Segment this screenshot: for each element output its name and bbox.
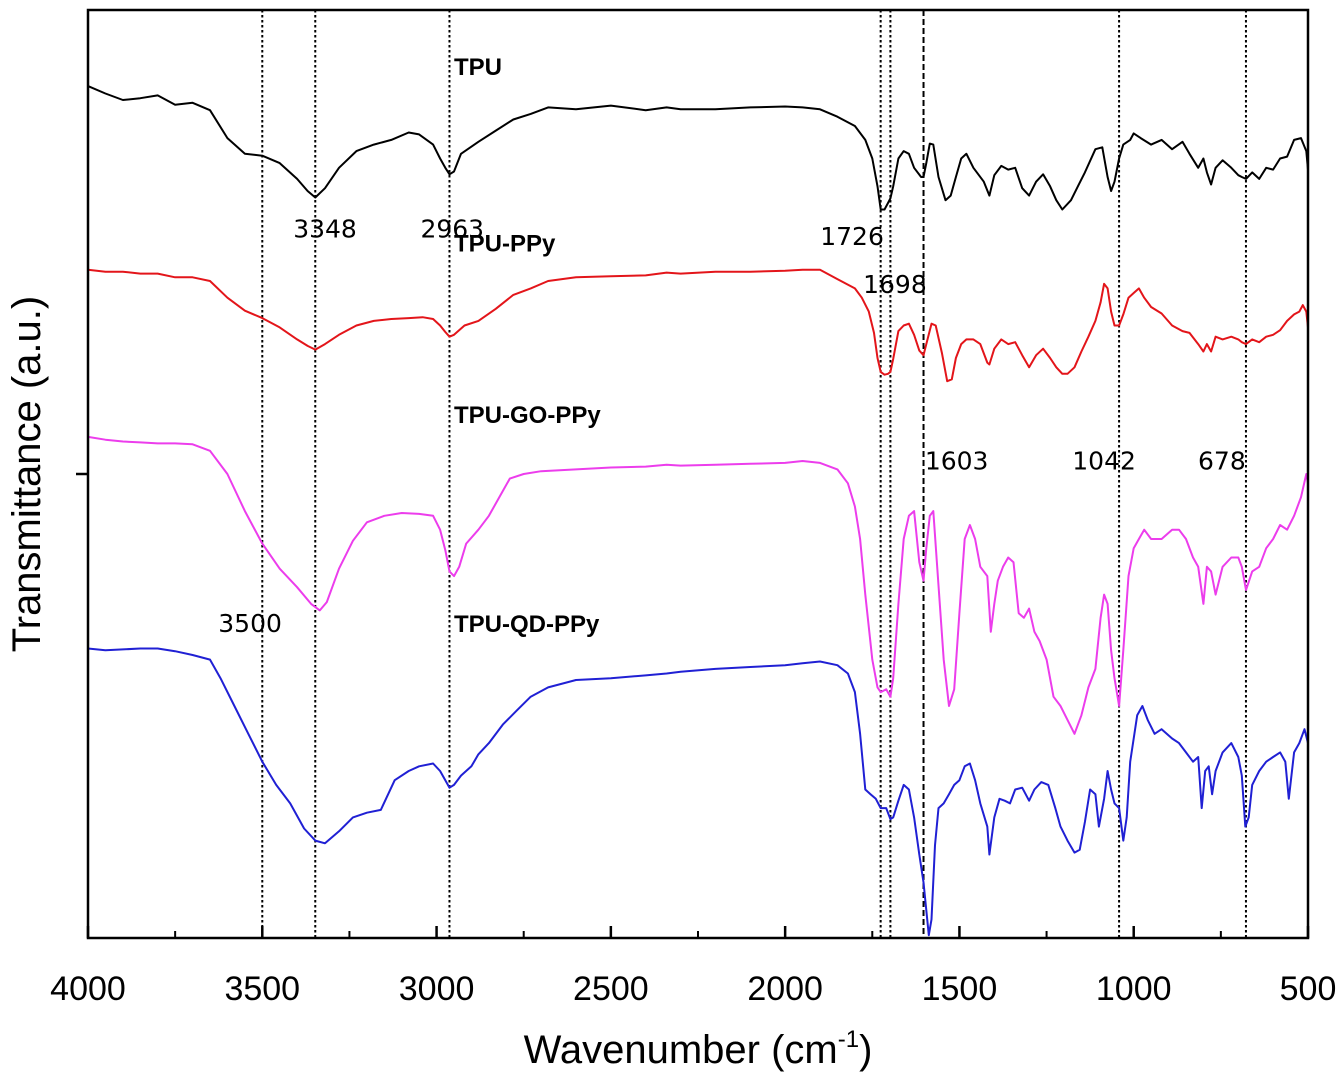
series-layer xyxy=(87,85,1309,937)
series-label-tpu-qd-ppy: TPU-QD-PPy xyxy=(454,611,600,638)
x-tick-label-500: 500 xyxy=(1280,970,1337,1008)
series-line-tpu-go-ppy xyxy=(87,435,1309,735)
peak-label-1726: 1726 xyxy=(820,222,884,251)
peak-label-3500: 3500 xyxy=(218,609,282,638)
y-axis-title: Transmittance (a.u.) xyxy=(5,296,49,652)
series-line-tpu-ppy xyxy=(87,268,1309,383)
series-label-tpu: TPU xyxy=(454,54,502,81)
x-tick-label-4000: 4000 xyxy=(50,970,126,1008)
x-axis-title: Wavenumber (cm-1) xyxy=(524,1026,873,1072)
x-axis-title-close: ) xyxy=(859,1028,872,1072)
label-layer: TPU TPU-PPy TPU-GO-PPy TPU-QD-PPy 3348 2963 17… xyxy=(218,54,1245,638)
peak-label-1603: 1603 xyxy=(925,446,989,475)
peak-label-1042: 1042 xyxy=(1072,446,1136,475)
tick-layer: 4000 3500 3000 2500 2000 1500 1000 500 xyxy=(50,472,1337,1008)
series-label-tpu-go-ppy: TPU-GO-PPy xyxy=(454,402,601,429)
peak-label-678: 678 xyxy=(1198,446,1246,475)
peak-label-1698: 1698 xyxy=(863,270,927,299)
series-line-tpu-qd-ppy xyxy=(87,647,1309,937)
x-tick-label-1500: 1500 xyxy=(922,970,998,1008)
x-tick-label-2000: 2000 xyxy=(747,970,823,1008)
series-line-tpu xyxy=(87,85,1309,211)
x-tick-label-2500: 2500 xyxy=(573,970,649,1008)
x-tick-label-3500: 3500 xyxy=(224,970,300,1008)
x-tick-label-3000: 3000 xyxy=(399,970,475,1008)
reference-lines xyxy=(261,10,1247,938)
peak-label-3348: 3348 xyxy=(293,214,357,243)
series-label-tpu-ppy: TPU-PPy xyxy=(454,230,556,257)
x-tick-label-1000: 1000 xyxy=(1096,970,1172,1008)
peak-label-2963: 2963 xyxy=(420,214,484,243)
x-axis-title-superscript: -1 xyxy=(838,1026,859,1053)
